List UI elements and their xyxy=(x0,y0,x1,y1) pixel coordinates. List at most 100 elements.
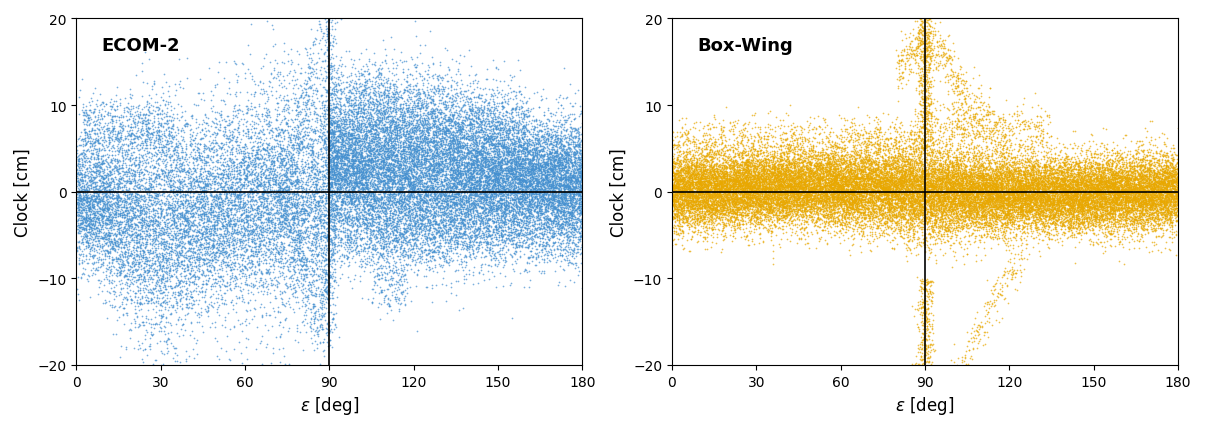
Point xyxy=(511,137,530,144)
Point xyxy=(916,131,935,138)
Point xyxy=(969,118,988,125)
Point xyxy=(910,160,929,167)
Point xyxy=(827,173,846,180)
Point xyxy=(127,194,146,201)
Point xyxy=(746,170,765,177)
Point xyxy=(401,126,421,132)
Point xyxy=(562,179,581,186)
Point xyxy=(997,146,1016,153)
Point xyxy=(962,210,981,217)
Point xyxy=(362,299,381,306)
Point xyxy=(694,214,713,221)
Point xyxy=(494,239,513,246)
Point xyxy=(962,186,981,193)
Point xyxy=(108,203,128,210)
Point xyxy=(408,202,428,209)
Point xyxy=(118,207,137,214)
Point xyxy=(800,159,819,166)
Point xyxy=(178,239,198,246)
Point xyxy=(462,111,481,117)
Point xyxy=(942,173,962,180)
Point xyxy=(454,194,474,200)
Point xyxy=(425,176,445,183)
Point xyxy=(1113,169,1133,176)
Point xyxy=(1116,186,1135,193)
Point xyxy=(709,163,728,170)
Point xyxy=(703,168,722,175)
Point xyxy=(471,165,490,172)
Point xyxy=(830,228,850,235)
Point xyxy=(717,169,736,176)
Point xyxy=(799,175,818,181)
Point xyxy=(240,222,259,229)
Point xyxy=(892,213,911,220)
Point xyxy=(157,178,176,185)
Point xyxy=(787,215,806,222)
Point xyxy=(734,177,753,184)
Point xyxy=(365,186,384,193)
Point xyxy=(69,179,88,186)
Point xyxy=(289,282,308,289)
Point xyxy=(865,148,884,155)
Point xyxy=(1024,214,1044,221)
Point xyxy=(676,211,695,218)
Point xyxy=(1081,181,1100,188)
Point xyxy=(383,92,402,98)
Point xyxy=(489,205,509,212)
Point xyxy=(1136,187,1156,194)
Point xyxy=(1045,188,1064,195)
Point xyxy=(352,165,371,172)
Point xyxy=(365,154,384,160)
Point xyxy=(801,160,821,167)
Point xyxy=(410,199,429,206)
Point xyxy=(275,224,294,231)
Point xyxy=(522,184,541,191)
Point xyxy=(75,233,94,240)
Point xyxy=(964,212,983,219)
Point xyxy=(494,156,513,163)
Point xyxy=(793,174,812,181)
Point xyxy=(417,120,436,127)
Point xyxy=(489,141,509,148)
Point xyxy=(668,183,687,190)
Point xyxy=(264,156,283,163)
Point xyxy=(933,209,952,215)
Point xyxy=(836,193,856,200)
Point xyxy=(1133,219,1152,226)
Point xyxy=(240,154,259,161)
Point xyxy=(682,187,701,194)
Point xyxy=(392,282,411,289)
Point xyxy=(735,196,754,203)
Point xyxy=(454,231,474,238)
Point xyxy=(664,175,683,181)
Point xyxy=(253,166,272,173)
Point xyxy=(102,256,122,263)
Point xyxy=(715,195,734,202)
Point xyxy=(1105,183,1124,190)
Point xyxy=(939,136,958,143)
Point xyxy=(363,97,382,104)
Point xyxy=(453,145,472,152)
Point xyxy=(1006,178,1025,185)
Point xyxy=(1069,201,1088,208)
Point xyxy=(331,177,351,184)
Point xyxy=(752,175,771,182)
Point xyxy=(128,161,147,168)
Point xyxy=(858,205,877,212)
Point xyxy=(1157,197,1176,204)
Point xyxy=(515,157,534,163)
Point xyxy=(1145,197,1164,203)
Point xyxy=(978,160,998,167)
Point xyxy=(999,196,1018,203)
Point xyxy=(98,190,117,197)
Point xyxy=(421,235,440,242)
Point xyxy=(408,251,428,258)
Point xyxy=(994,163,1013,170)
Point xyxy=(516,156,535,163)
Point xyxy=(560,177,580,184)
Point xyxy=(511,147,530,154)
Point xyxy=(107,103,127,110)
Point xyxy=(1036,193,1056,200)
Point xyxy=(804,185,823,192)
Point xyxy=(810,131,829,138)
